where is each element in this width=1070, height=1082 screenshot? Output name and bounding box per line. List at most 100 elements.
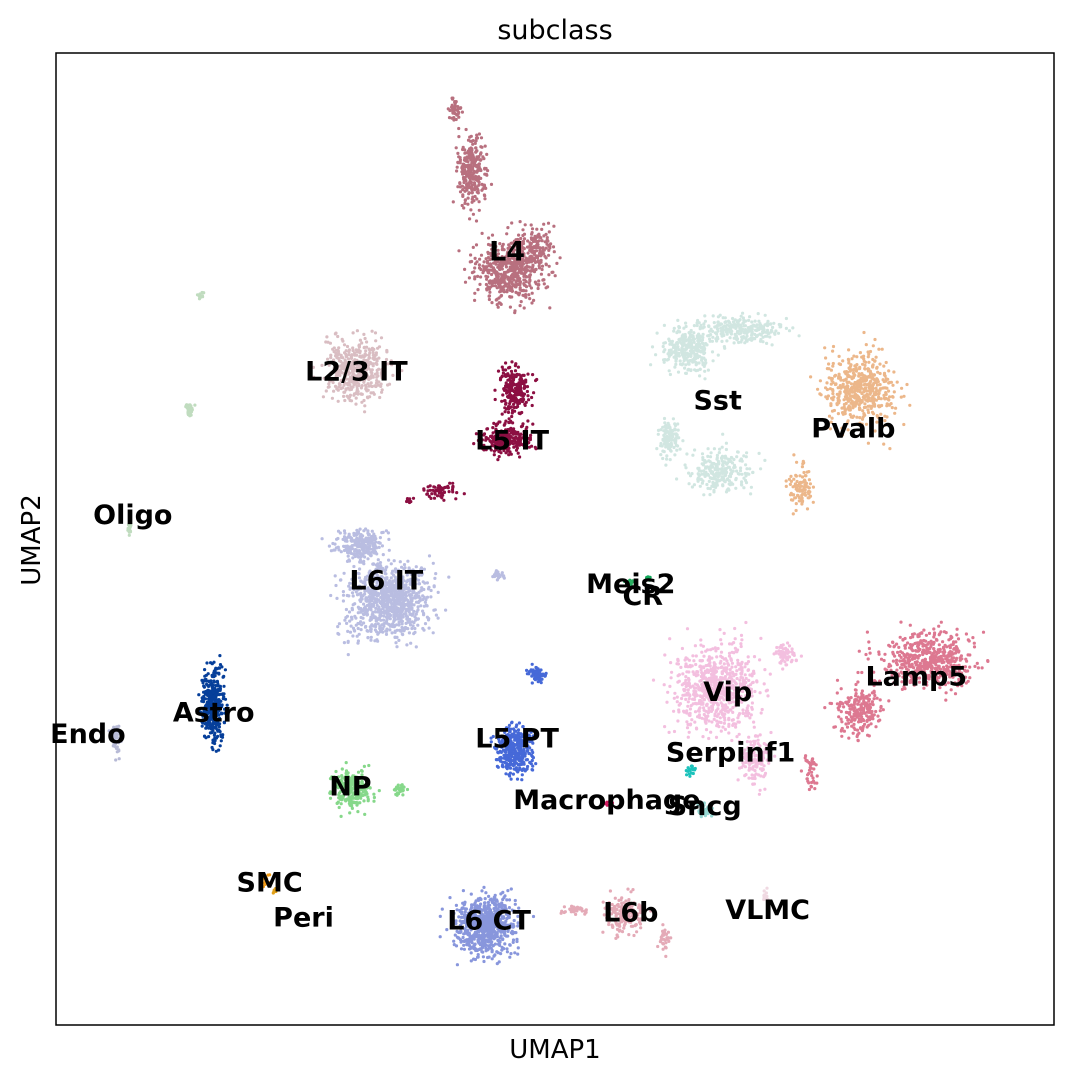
scatter-point xyxy=(463,198,467,203)
scatter-point xyxy=(702,469,706,473)
scatter-point xyxy=(390,631,394,635)
scatter-point xyxy=(188,414,192,418)
scatter-point xyxy=(477,132,481,136)
scatter-point xyxy=(358,354,362,358)
scatter-point xyxy=(514,238,518,242)
scatter-point xyxy=(837,376,841,380)
scatter-point xyxy=(707,479,711,483)
scatter-point xyxy=(496,277,500,282)
scatter-point xyxy=(850,394,854,398)
scatter-point xyxy=(516,266,520,270)
scatter-point xyxy=(706,447,710,451)
scatter-point xyxy=(720,445,724,449)
scatter-point xyxy=(482,260,486,264)
scatter-point xyxy=(387,382,392,386)
scatter-point xyxy=(348,619,352,623)
scatter-point xyxy=(534,239,539,244)
scatter-point xyxy=(964,657,968,661)
scatter-point xyxy=(455,165,459,169)
scatter-point xyxy=(772,321,776,325)
scatter-point xyxy=(793,496,797,500)
scatter-point xyxy=(474,146,478,150)
scatter-point xyxy=(507,250,511,254)
scatter-point xyxy=(818,392,822,396)
scatter-point xyxy=(795,460,799,464)
scatter-point xyxy=(684,371,688,375)
scatter-point xyxy=(456,151,460,155)
scatter-point xyxy=(345,539,349,543)
scatter-point xyxy=(377,541,381,545)
scatter-point xyxy=(470,166,474,170)
scatter-point xyxy=(433,576,437,581)
scatter-point xyxy=(852,354,856,358)
scatter-point xyxy=(358,338,362,342)
scatter-point xyxy=(873,404,877,408)
scatter-point xyxy=(498,301,502,305)
scatter-point xyxy=(368,599,372,604)
scatter-point xyxy=(370,547,375,551)
scatter-point xyxy=(469,253,473,257)
scatter-point xyxy=(466,138,471,142)
scatter-point xyxy=(678,359,682,363)
scatter-point xyxy=(457,115,461,119)
scatter-point xyxy=(460,203,464,208)
scatter-point xyxy=(353,614,357,619)
scatter-point xyxy=(536,259,541,263)
scatter-point xyxy=(723,324,727,328)
scatter-point xyxy=(902,394,906,398)
scatter-point xyxy=(654,353,658,357)
scatter-point xyxy=(520,260,525,264)
scatter-point xyxy=(530,255,534,259)
scatter-point xyxy=(522,283,527,287)
scatter-point xyxy=(857,407,862,411)
scatter-point xyxy=(446,486,450,490)
scatter-point xyxy=(345,344,350,349)
scatter-point xyxy=(371,624,375,628)
scatter-point xyxy=(421,609,425,613)
scatter-point xyxy=(868,380,872,384)
scatter-point xyxy=(462,158,467,162)
scatter-point xyxy=(518,283,522,287)
scatter-point xyxy=(829,376,833,380)
scatter-point xyxy=(334,583,338,588)
scatter-point xyxy=(878,383,882,387)
scatter-point xyxy=(522,274,526,278)
scatter-point xyxy=(373,331,378,335)
scatter-point xyxy=(369,628,373,632)
scatter-point xyxy=(512,269,516,273)
scatter-point xyxy=(527,281,531,285)
scatter-point xyxy=(425,492,429,496)
scatter-point xyxy=(712,321,716,325)
scatter-point xyxy=(516,256,520,260)
scatter-point xyxy=(844,377,848,381)
scatter-point xyxy=(481,183,485,187)
scatter-point xyxy=(735,329,740,333)
scatter-point xyxy=(468,135,472,139)
scatter-point xyxy=(664,463,668,467)
scatter-point xyxy=(707,333,712,337)
scatter-point xyxy=(352,531,356,536)
scatter-point xyxy=(379,336,384,340)
scatter-point xyxy=(511,251,516,255)
scatter-point xyxy=(312,375,316,379)
scatter-point xyxy=(353,548,358,552)
scatter-point xyxy=(474,139,478,143)
scatter-point xyxy=(377,545,381,550)
scatter-point xyxy=(337,346,341,350)
scatter-point xyxy=(803,483,807,487)
scatter-point xyxy=(672,326,676,330)
scatter-point xyxy=(472,270,476,274)
scatter-point xyxy=(530,232,534,236)
scatter-point xyxy=(518,220,522,224)
scatter-point xyxy=(867,360,871,364)
scatter-point xyxy=(831,392,835,396)
scatter-point xyxy=(376,346,380,350)
scatter-point xyxy=(409,641,413,645)
scatter-point xyxy=(846,374,850,378)
scatter-point xyxy=(544,256,548,260)
scatter-point xyxy=(412,620,416,625)
scatter-point xyxy=(202,291,206,295)
scatter-point xyxy=(672,329,676,333)
scatter-point xyxy=(776,331,781,335)
scatter-point xyxy=(467,191,471,195)
